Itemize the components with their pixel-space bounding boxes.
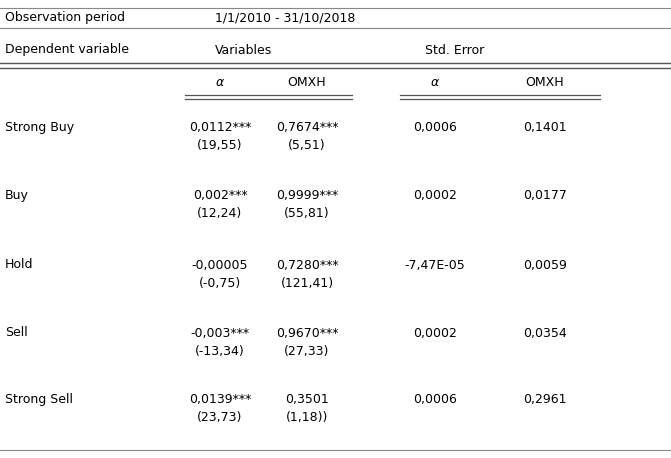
Text: Sell: Sell	[5, 327, 28, 339]
Text: Strong Sell: Strong Sell	[5, 393, 73, 407]
Text: 0,0139***: 0,0139***	[189, 393, 251, 407]
Text: (23,73): (23,73)	[197, 411, 243, 425]
Text: 0,7280***: 0,7280***	[276, 258, 338, 272]
Text: Std. Error: Std. Error	[425, 44, 484, 56]
Text: 0,0002: 0,0002	[413, 190, 457, 202]
Text: Dependent variable: Dependent variable	[5, 44, 129, 56]
Text: Buy: Buy	[5, 190, 29, 202]
Text: (27,33): (27,33)	[285, 344, 329, 358]
Text: (55,81): (55,81)	[285, 207, 330, 220]
Text: 0,0059: 0,0059	[523, 258, 567, 272]
Text: (12,24): (12,24)	[197, 207, 243, 220]
Text: Variables: Variables	[215, 44, 272, 56]
Text: -0,00005: -0,00005	[192, 258, 248, 272]
Text: 0,2961: 0,2961	[523, 393, 567, 407]
Text: 0,002***: 0,002***	[193, 190, 248, 202]
Text: $\it{\alpha}$: $\it{\alpha}$	[215, 76, 225, 89]
Text: 0,0354: 0,0354	[523, 327, 567, 339]
Text: (121,41): (121,41)	[280, 277, 333, 289]
Text: 1/1/2010 - 31/10/2018: 1/1/2010 - 31/10/2018	[215, 11, 356, 24]
Text: 0,1401: 0,1401	[523, 121, 567, 135]
Text: 0,7674***: 0,7674***	[276, 121, 338, 135]
Text: Hold: Hold	[5, 258, 34, 272]
Text: 0,9670***: 0,9670***	[276, 327, 338, 339]
Text: 0,3501: 0,3501	[285, 393, 329, 407]
Text: $\it{\alpha}$: $\it{\alpha}$	[430, 76, 440, 89]
Text: (5,51): (5,51)	[288, 140, 326, 153]
Text: (-13,34): (-13,34)	[195, 344, 245, 358]
Text: 0,9999***: 0,9999***	[276, 190, 338, 202]
Text: (19,55): (19,55)	[197, 140, 243, 153]
Text: 0,0002: 0,0002	[413, 327, 457, 339]
Text: 0,0177: 0,0177	[523, 190, 567, 202]
Text: 0,0006: 0,0006	[413, 121, 457, 135]
Text: (1,18)): (1,18))	[286, 411, 328, 425]
Text: Strong Buy: Strong Buy	[5, 121, 74, 135]
Text: -0,003***: -0,003***	[191, 327, 250, 339]
Text: OMXH: OMXH	[525, 76, 564, 89]
Text: 0,0112***: 0,0112***	[189, 121, 251, 135]
Text: -7,47E-05: -7,47E-05	[405, 258, 466, 272]
Text: OMXH: OMXH	[288, 76, 326, 89]
Text: 0,0006: 0,0006	[413, 393, 457, 407]
Text: Observation period: Observation period	[5, 11, 125, 24]
Text: (-0,75): (-0,75)	[199, 277, 241, 289]
